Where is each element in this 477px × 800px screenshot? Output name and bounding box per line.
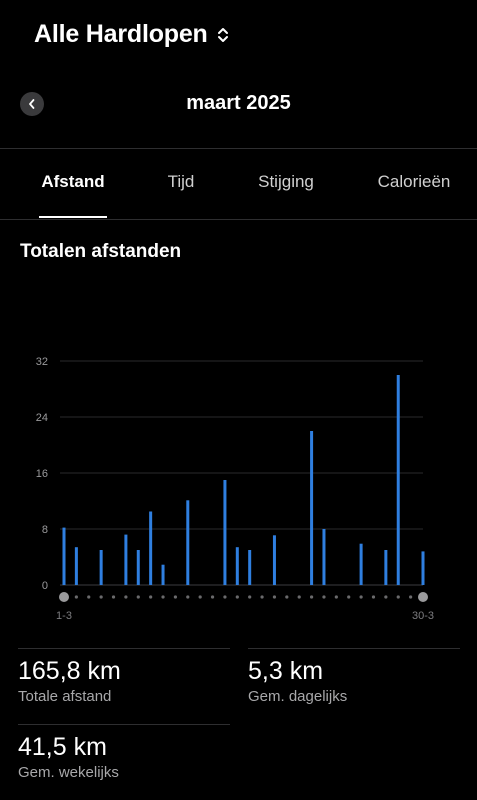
y-tick-label: 32	[36, 356, 48, 368]
divider	[248, 648, 460, 649]
bar[interactable]	[124, 534, 128, 585]
bar[interactable]	[396, 375, 400, 585]
day-dot	[347, 595, 351, 599]
tab-calorieen[interactable]: Calorieën	[377, 172, 451, 191]
distance-chart: 0 8 16 24 32 1-3 30-3	[36, 356, 434, 622]
stat-label: Gem. dagelijks	[248, 688, 348, 705]
day-dot	[111, 595, 116, 599]
stat-value: 165,8 km	[18, 657, 121, 685]
stat-total-distance: 165,8 km Totale afstand	[18, 648, 230, 724]
day-dot	[272, 595, 277, 599]
section-title: Totalen afstanden	[20, 241, 182, 262]
stat-daily-average: 5,3 km Gem. dagelijks	[248, 648, 460, 724]
day-dot	[297, 595, 301, 599]
day-dot	[384, 595, 388, 599]
bar[interactable]	[310, 431, 314, 585]
bar[interactable]	[161, 564, 165, 585]
y-tick-label: 0	[42, 580, 48, 592]
y-tick-label: 8	[42, 524, 48, 536]
divider	[18, 648, 230, 649]
divider	[18, 724, 230, 725]
y-tick-label: 16	[36, 468, 48, 480]
bar[interactable]	[421, 551, 425, 585]
stat-weekly-average: 41,5 km Gem. wekelijks	[18, 724, 230, 800]
stat-label: Totale afstand	[18, 688, 112, 705]
active-tab-indicator	[39, 216, 107, 218]
divider	[0, 148, 477, 149]
back-button[interactable]	[20, 92, 44, 116]
divider	[0, 219, 477, 220]
day-dot	[409, 595, 413, 599]
bar[interactable]	[186, 500, 190, 585]
day-dot	[223, 595, 227, 599]
header-title-text: Alle Hardlopen	[34, 20, 208, 48]
tab-bar: Afstand Tijd Stijging Calorieën	[0, 172, 477, 220]
bar[interactable]	[99, 550, 103, 585]
day-dot	[74, 595, 78, 599]
x-tick-label: 1-3	[56, 610, 72, 622]
day-dot	[149, 595, 153, 599]
day-dot	[99, 595, 103, 599]
bar[interactable]	[136, 550, 140, 585]
day-dot	[396, 595, 400, 599]
chevron-left-icon	[29, 99, 35, 109]
tab-tijd[interactable]: Tijd	[167, 172, 195, 191]
bar[interactable]	[272, 535, 276, 585]
bar[interactable]	[384, 550, 388, 585]
day-dot	[285, 595, 289, 599]
day-dot	[322, 595, 326, 599]
day-dot	[359, 595, 363, 599]
range-handle[interactable]	[418, 592, 428, 602]
bar[interactable]	[235, 547, 239, 585]
bar[interactable]	[149, 511, 153, 586]
day-dot	[173, 595, 178, 599]
day-dot	[371, 595, 376, 599]
day-dot	[198, 595, 202, 599]
tab-stijging[interactable]: Stijging	[258, 172, 314, 191]
range-handle[interactable]	[59, 592, 69, 602]
bar[interactable]	[62, 527, 66, 585]
day-dot	[334, 595, 338, 599]
day-dot	[186, 595, 190, 599]
stat-value: 5,3 km	[248, 657, 324, 685]
x-tick-label: 30-3	[412, 610, 434, 622]
day-dot	[210, 595, 215, 599]
bar[interactable]	[359, 543, 363, 585]
bar[interactable]	[248, 550, 252, 585]
day-dot	[235, 595, 239, 599]
bar[interactable]	[223, 480, 227, 585]
day-dot	[260, 595, 264, 599]
bar[interactable]	[322, 529, 326, 585]
stat-label: Gem. wekelijks	[18, 764, 119, 781]
day-dot	[87, 595, 91, 599]
chevron-up-down-icon	[217, 27, 228, 42]
stat-value: 41,5 km	[18, 733, 107, 761]
day-dot	[136, 595, 140, 599]
day-dot	[161, 595, 165, 599]
day-dot	[309, 595, 314, 599]
y-tick-label: 24	[36, 412, 48, 424]
day-dot	[248, 595, 252, 599]
bar[interactable]	[74, 547, 78, 585]
tab-afstand[interactable]: Afstand	[41, 172, 105, 191]
month-label: maart 2025	[186, 92, 291, 114]
header-title[interactable]: Alle Hardlopen	[34, 20, 230, 49]
day-dot	[124, 595, 128, 599]
